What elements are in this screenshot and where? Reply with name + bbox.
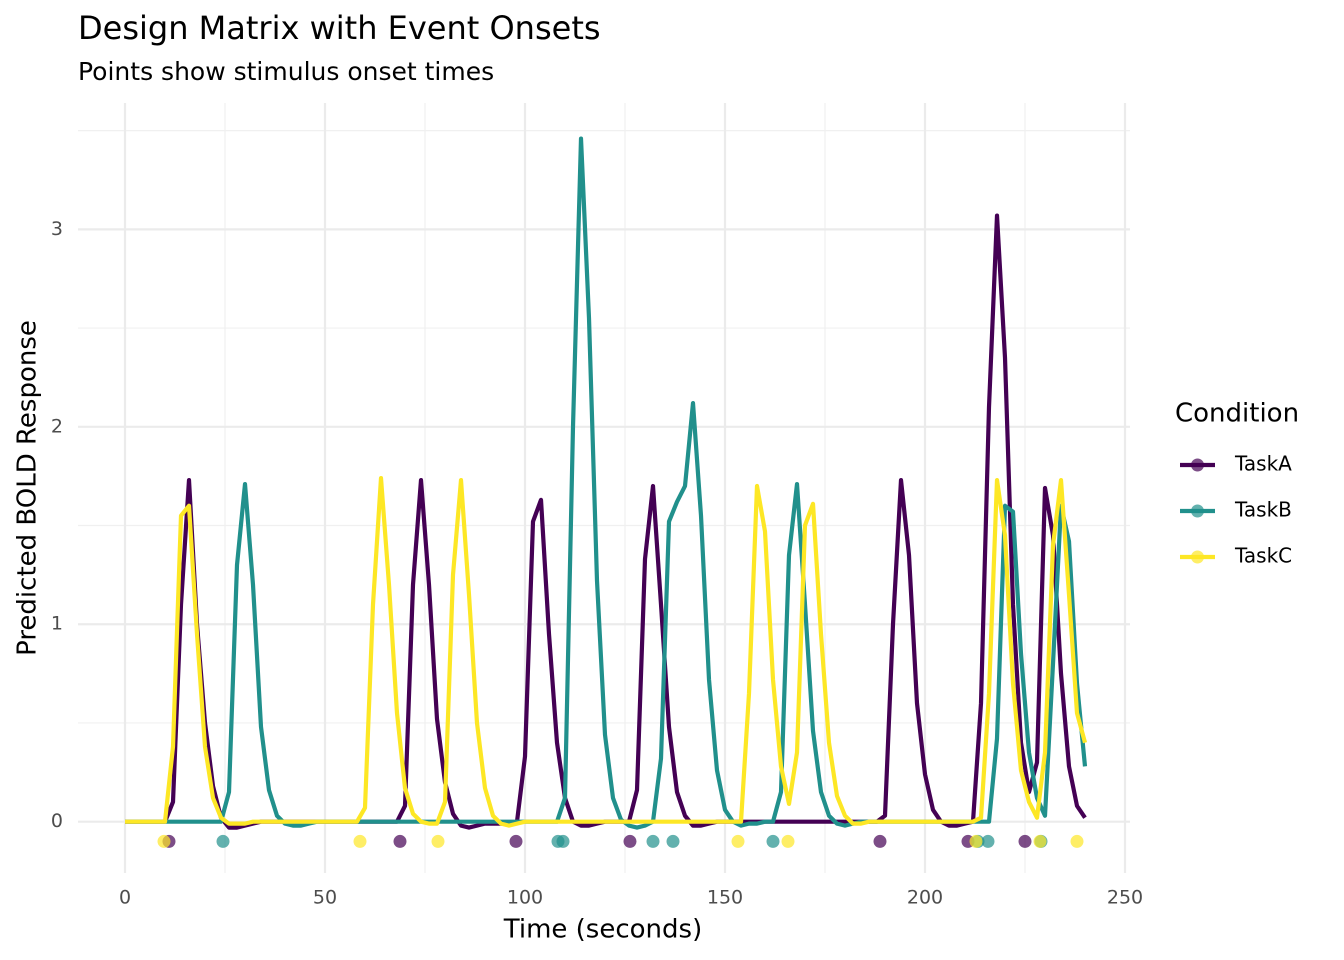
x-tick-label: 100	[507, 887, 543, 909]
y-tick-label: 1	[51, 613, 63, 635]
onset-point	[431, 834, 445, 848]
onset-point	[623, 834, 637, 848]
legend-label: TaskA	[1234, 452, 1292, 476]
legend-key-point	[1191, 550, 1204, 564]
onset-point	[646, 834, 660, 848]
legend-label: TaskC	[1234, 544, 1292, 568]
x-tick-label: 50	[313, 887, 337, 909]
y-axis-title: Predicted BOLD Response	[13, 320, 43, 656]
onset-point	[781, 834, 795, 848]
chart-subtitle: Points show stimulus onset times	[78, 57, 494, 86]
onset-point	[393, 834, 407, 848]
series-line	[125, 136, 1088, 830]
onset-point	[766, 834, 780, 848]
onset-point	[1018, 834, 1032, 848]
onset-point	[1070, 834, 1084, 848]
onset-point	[353, 834, 367, 848]
chart-title: Design Matrix with Event Onsets	[78, 9, 601, 47]
x-axis-title: Time (seconds)	[503, 915, 702, 945]
onset-point	[509, 834, 523, 848]
y-tick-label: 0	[51, 810, 63, 832]
x-tick-label: 200	[907, 887, 943, 909]
legend-key-point	[1191, 504, 1204, 518]
x-tick-label: 150	[707, 887, 743, 909]
onset-point	[969, 834, 983, 848]
onset-point	[873, 834, 887, 848]
onset-point	[666, 834, 680, 848]
onset-point	[1033, 834, 1047, 848]
onset-point	[981, 834, 995, 848]
legend-label: TaskB	[1234, 498, 1292, 522]
onset-point	[216, 834, 230, 848]
y-tick-label: 2	[51, 415, 63, 437]
x-tick-label: 0	[119, 887, 131, 909]
series-line	[125, 476, 1088, 828]
onset-point	[157, 834, 171, 848]
x-tick-label: 250	[1107, 887, 1143, 909]
onset-point	[731, 834, 745, 848]
onset-point	[556, 834, 570, 848]
y-tick-label: 3	[51, 218, 63, 240]
legend-key-point	[1191, 458, 1204, 472]
legend-title: Condition	[1175, 399, 1299, 429]
